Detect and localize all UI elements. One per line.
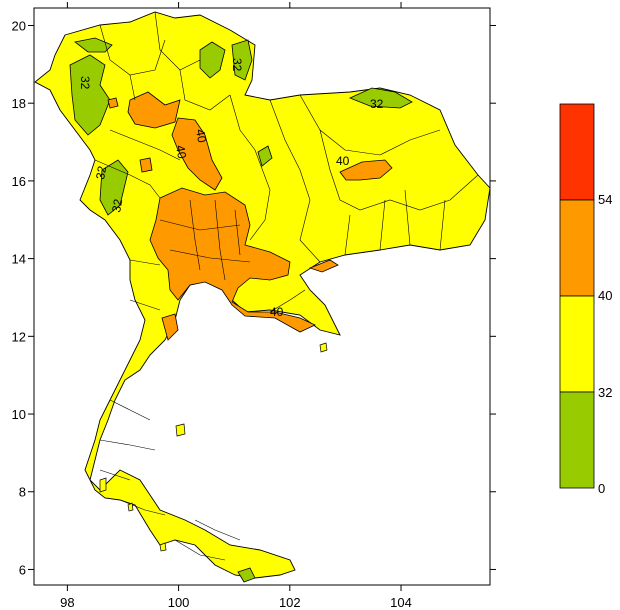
region-40-54-north-dot — [107, 97, 119, 109]
contour-label: 40 — [336, 154, 350, 168]
color-scale: 54 40 32 0 — [559, 103, 612, 496]
islands — [99, 342, 328, 552]
scale-label-32: 32 — [598, 385, 612, 400]
y-tick-label: 18 — [12, 96, 26, 111]
region-40-54-upper-central — [171, 117, 223, 191]
scale-label-54: 54 — [598, 192, 612, 207]
map-area: 32 32 32 32 32 40 40 40 40 — [34, 11, 491, 583]
contour-label: 32 — [93, 165, 109, 181]
region-40-54-north — [127, 91, 181, 129]
contour-label: 32 — [230, 58, 244, 72]
contour-label: 40 — [193, 128, 209, 144]
x-axis-ticks: 98 100 102 104 — [60, 2, 412, 610]
contour-label: 32 — [78, 76, 92, 90]
region-below-32-north-top — [74, 37, 113, 53]
scale-label-40: 40 — [598, 288, 612, 303]
y-tick-label: 14 — [12, 252, 26, 267]
region-below-32-ridge — [257, 145, 273, 167]
region-below-32-northwest — [69, 54, 111, 136]
contour-label: 40 — [270, 305, 284, 319]
region-40-54-west-coast — [161, 313, 179, 341]
y-tick-label: 8 — [19, 485, 26, 500]
region-40-54-east — [308, 259, 339, 273]
scale-band-extreme — [559, 103, 595, 201]
province-boundaries — [94, 11, 479, 561]
contour-label: 32 — [109, 198, 125, 214]
y-tick-label: 10 — [12, 407, 26, 422]
region-below-32-west — [99, 159, 129, 216]
contour-label: 32 — [370, 97, 384, 111]
scale-band-high — [559, 199, 595, 297]
scale-band-mid — [559, 295, 595, 393]
country-shape — [34, 11, 491, 579]
region-below-32-north-east — [231, 39, 253, 81]
y-tick-label: 12 — [12, 329, 26, 344]
region-below-32-south — [237, 567, 256, 583]
x-tick-label: 104 — [390, 595, 412, 610]
y-tick-label: 16 — [12, 174, 26, 189]
region-40-54-west-dot — [139, 157, 153, 173]
contour-label: 40 — [173, 144, 189, 160]
y-tick-label: 20 — [12, 18, 26, 33]
region-below-32-northeast — [348, 87, 413, 109]
region-below-32-north — [199, 41, 226, 79]
x-tick-label: 100 — [168, 595, 190, 610]
x-tick-label: 102 — [279, 595, 301, 610]
x-tick-label: 98 — [60, 595, 74, 610]
scale-label-0: 0 — [598, 481, 605, 496]
y-tick-label: 6 — [19, 562, 26, 577]
scale-band-low — [559, 391, 595, 489]
y-axis-ticks: 6 8 10 12 14 16 18 20 — [12, 18, 496, 577]
region-40-54-northeast — [339, 159, 393, 181]
